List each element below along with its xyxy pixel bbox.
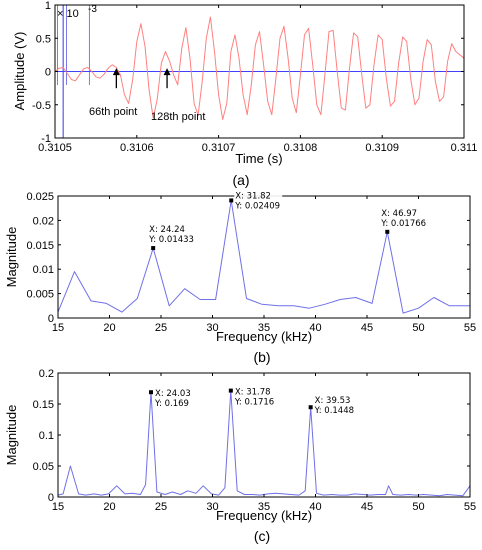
panel-a-x-tick-label: 0.311 <box>451 142 478 154</box>
panel-a-x-tick-label: 0.3106 <box>120 142 154 154</box>
panel-c-y-tick-label: 0.05 <box>33 461 54 473</box>
panel-c-datatip-x: X: 39.53 <box>315 396 351 406</box>
panel-a-x-tick-label: 0.3108 <box>284 142 318 154</box>
panel-b-x-tick-label: 45 <box>361 322 373 334</box>
panel-c-y-tick-label: 0.15 <box>33 399 54 411</box>
panel-b-datatip-y: Y: 0.01766 <box>380 219 426 229</box>
panel-b-y-tick-label: 0.01 <box>33 264 54 276</box>
panel-c-x-axis-label: Frequency (kHz) <box>216 508 312 523</box>
panel-c-x-tick-label: 45 <box>361 501 373 513</box>
panel-b-y-axis-label: Magnitude <box>4 227 19 288</box>
panel-c-datatip-y: Y: 0.1716 <box>234 398 274 408</box>
panel-c-datatip-y: Y: 0.169 <box>154 399 189 409</box>
panel-a-x-axis-label: Time (s) <box>235 151 282 166</box>
panel-c-datatip-box <box>233 386 282 408</box>
panel-c-x-tick-label: 30 <box>206 501 218 513</box>
panel-b-ticks: 15 20 25 30 35 40 45 50 55 0 0.005 0.01 0.015 0.02 0.0… <box>26 191 476 334</box>
panel-a-annotation-arrowhead <box>112 68 120 76</box>
panel-b-x-tick-label: 20 <box>103 322 115 334</box>
panel-a-y-tick-label: -0.5 <box>32 100 51 112</box>
panel-a-signal-line <box>54 16 465 120</box>
panel-c-y-tick-label: 0.2 <box>39 368 54 380</box>
panel-a-ticks: 0.3105 0.3106 0.3107 0.3108 0.3109 0.311 -1 -0.… <box>32 0 477 154</box>
panel-b-datatip-y: Y: 0.02409 <box>234 201 280 211</box>
panel-c-y-axis-label: Magnitude <box>4 405 19 466</box>
panel-a-annotation-128: 128th point <box>151 111 205 123</box>
panel-b-plot-group <box>57 199 470 314</box>
panel-b-y-tick-label: 0 <box>48 313 54 325</box>
panel-a-y-tick-label: -1 <box>41 133 51 145</box>
panel-c-datatip-x: X: 24.03 <box>155 389 191 399</box>
panel-c-x-tick-label: 55 <box>464 501 476 513</box>
panel-a-y-multiplier-exponent: -3 <box>88 4 97 15</box>
panel-b-spectrum-line <box>57 199 470 314</box>
panel-a-x-tick-label: 0.3105 <box>38 142 72 154</box>
panel-a-plot-group <box>54 5 465 138</box>
panel-b-datatip-marker <box>385 229 390 234</box>
panel-c-x-tick-label: 50 <box>412 501 424 513</box>
panel-a-y-multiplier: × 10 <box>57 8 79 20</box>
panel-b-x-tick-label: 40 <box>309 322 321 334</box>
panel-c-datatip-marker <box>149 390 154 395</box>
panel-c-datatip-marker <box>308 405 313 410</box>
panel-b-y-tick-label: 0.015 <box>26 240 54 252</box>
panel-c-x-tick-label: 25 <box>155 501 167 513</box>
panel-a-x-tick-label: 0.3109 <box>365 142 399 154</box>
panel-b-datatip-x: X: 24.24 <box>149 225 185 235</box>
panel-b-y-tick-label: 0.02 <box>33 215 54 227</box>
panel-b-datatip-x: X: 46.97 <box>381 209 417 219</box>
panel-b-x-tick-label: 55 <box>464 322 476 334</box>
panel-a-y-tick-label: 0 <box>45 67 51 79</box>
panel-b-y-tick-label: 0.025 <box>26 191 54 203</box>
panel-b-datatip-box <box>380 207 429 229</box>
panel-c-ticks: 15 20 25 30 35 40 45 50 55 0 0.05 0.1 0.15 0.2 <box>33 368 477 513</box>
panel-c-caption: (c) <box>254 528 270 544</box>
panel-a-y-axis-label: Amplitude (V) <box>12 32 27 111</box>
panel-b-y-tick-label: 0.005 <box>26 289 54 301</box>
panel-b-datatip-box <box>234 190 283 212</box>
panel-a: 0.3105 0.3106 0.3107 0.3108 0.3109 0.311 -1 -0.… <box>12 0 477 188</box>
panel-c-datatip-y: Y: 0.1448 <box>314 406 354 416</box>
panel-c-datatip-box <box>154 388 203 410</box>
panel-b-datatip-y: Y: 0.01433 <box>148 235 194 245</box>
panel-a-annotation-66: 66th point <box>89 106 137 118</box>
panel-c-x-tick-label: 20 <box>103 501 115 513</box>
panel-b-datatips: X: 24.24Y: 0.01433 X: 31.82Y: 0.02409 X: 4… <box>148 190 429 251</box>
panel-c-y-tick-label: 0.1 <box>39 430 54 442</box>
panel-c-x-tick-label: 40 <box>309 501 321 513</box>
panel-a-x-tick-label: 0.3107 <box>202 142 236 154</box>
panel-a-caption: (a) <box>232 172 249 188</box>
panel-b-datatip-marker <box>229 198 234 203</box>
panel-a-annotation-arrowhead <box>163 68 171 76</box>
panel-c: 15 20 25 30 35 40 45 50 55 0 0.05 0.1 0.15 0.2 X: 24.… <box>4 368 476 544</box>
panel-a-y-tick-label: 0.5 <box>36 33 51 45</box>
panel-b-x-tick-label: 25 <box>155 322 167 334</box>
panel-b-datatip-box <box>148 224 197 246</box>
panel-b: 15 20 25 30 35 40 45 50 55 0 0.005 0.01 0.015 0.02 0.0… <box>4 190 476 365</box>
panel-b-datatip-x: X: 31.82 <box>235 191 271 201</box>
panel-b-x-tick-label: 15 <box>52 322 64 334</box>
panel-c-datatips: X: 24.03Y: 0.169 X: 31.78Y: 0.1716 X: 39.5… <box>149 386 362 417</box>
panel-a-y-tick-label: 1 <box>45 0 51 12</box>
panel-c-datatip-marker <box>228 388 233 393</box>
panel-b-x-tick-label: 50 <box>412 322 424 334</box>
panel-b-datatip-marker <box>151 246 156 251</box>
panel-c-datatip-box <box>313 395 362 417</box>
panel-b-caption: (b) <box>253 349 270 365</box>
panel-b-x-axis-label: Frequency (kHz) <box>216 329 312 344</box>
panel-b-x-tick-label: 35 <box>258 322 270 334</box>
panel-c-datatip-x: X: 31.78 <box>235 388 271 398</box>
panel-c-x-tick-label: 15 <box>52 501 64 513</box>
panel-b-x-tick-label: 30 <box>206 322 218 334</box>
panel-c-y-tick-label: 0 <box>48 492 54 504</box>
panel-c-x-tick-label: 35 <box>258 501 270 513</box>
